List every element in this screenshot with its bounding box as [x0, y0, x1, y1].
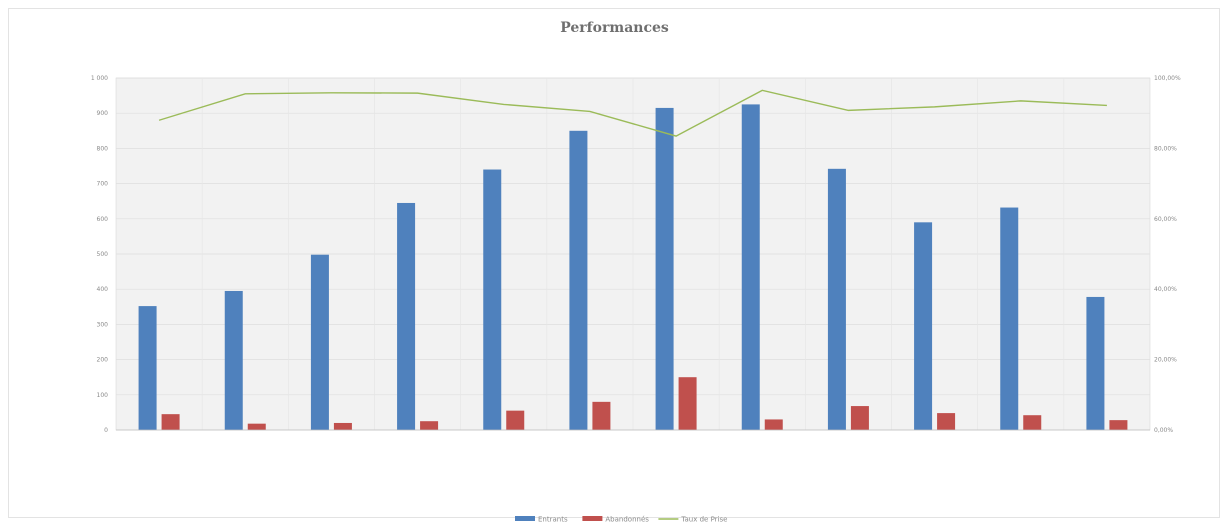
- bar-entrants: [397, 202, 416, 430]
- bar-entrants: [483, 169, 502, 430]
- y-left-tick-label: 800: [97, 145, 109, 152]
- bar-abandonnes: [1109, 420, 1128, 430]
- legend-swatch: [582, 516, 603, 521]
- bar-abandonnes: [850, 406, 869, 430]
- bar-abandonnes: [333, 422, 352, 430]
- y-left-tick-label: 400: [97, 286, 109, 293]
- y-left-tick-label: 500: [97, 251, 109, 258]
- y-left-tick-label: 100: [97, 392, 109, 399]
- legend-label: Taux de Prise: [680, 516, 727, 524]
- legend-label: Abandonnés: [605, 516, 649, 524]
- bar-entrants: [569, 130, 588, 431]
- y-left-tick-label: 0: [104, 427, 108, 434]
- bar-entrants: [914, 222, 933, 430]
- legend: Entrants Abandonnés Taux de Prise: [515, 516, 727, 524]
- y-right-tick-label: 100,00%: [1154, 75, 1181, 82]
- y-right-tick-label: 60,00%: [1154, 216, 1177, 223]
- y-left-tick-label: 300: [97, 321, 109, 328]
- y-right-tick-label: 20,00%: [1154, 357, 1177, 364]
- bar-entrants: [655, 107, 674, 431]
- line-taux-de-prise: [158, 89, 1107, 137]
- bar-abandonnes: [937, 413, 956, 430]
- bar-abandonnes: [764, 419, 783, 430]
- bar-entrants: [827, 168, 846, 431]
- y-right-tick-label: 40,00%: [1154, 286, 1177, 293]
- bar-entrants: [1086, 296, 1105, 430]
- y-left-tick-label: 1 000: [91, 75, 108, 82]
- bar-abandonnes: [678, 377, 697, 430]
- bar-abandonnes: [420, 421, 439, 430]
- bar-entrants: [741, 104, 760, 431]
- y-left-tick-label: 900: [97, 110, 109, 117]
- y-left-tick-label: 600: [97, 216, 109, 223]
- chart-title: Performances: [560, 20, 669, 36]
- bar-abandonnes: [1023, 415, 1042, 430]
- bar-entrants: [1000, 207, 1019, 430]
- bar-abandonnes: [247, 423, 266, 430]
- bar-abandonnes: [161, 414, 180, 430]
- bar-abandonnes: [592, 401, 611, 430]
- bar-abandonnes: [506, 410, 525, 430]
- bar-entrants: [138, 306, 157, 430]
- y-right-tick-label: 80,00%: [1154, 145, 1177, 152]
- y-left-tick-label: 200: [97, 357, 109, 364]
- legend-label: Entrants: [538, 516, 568, 524]
- y-right-tick-label: 0,00%: [1154, 427, 1173, 434]
- y-left-tick-label: 700: [97, 181, 109, 188]
- bar-entrants: [224, 290, 243, 430]
- bar-entrants: [310, 254, 329, 430]
- legend-swatch: [515, 516, 535, 521]
